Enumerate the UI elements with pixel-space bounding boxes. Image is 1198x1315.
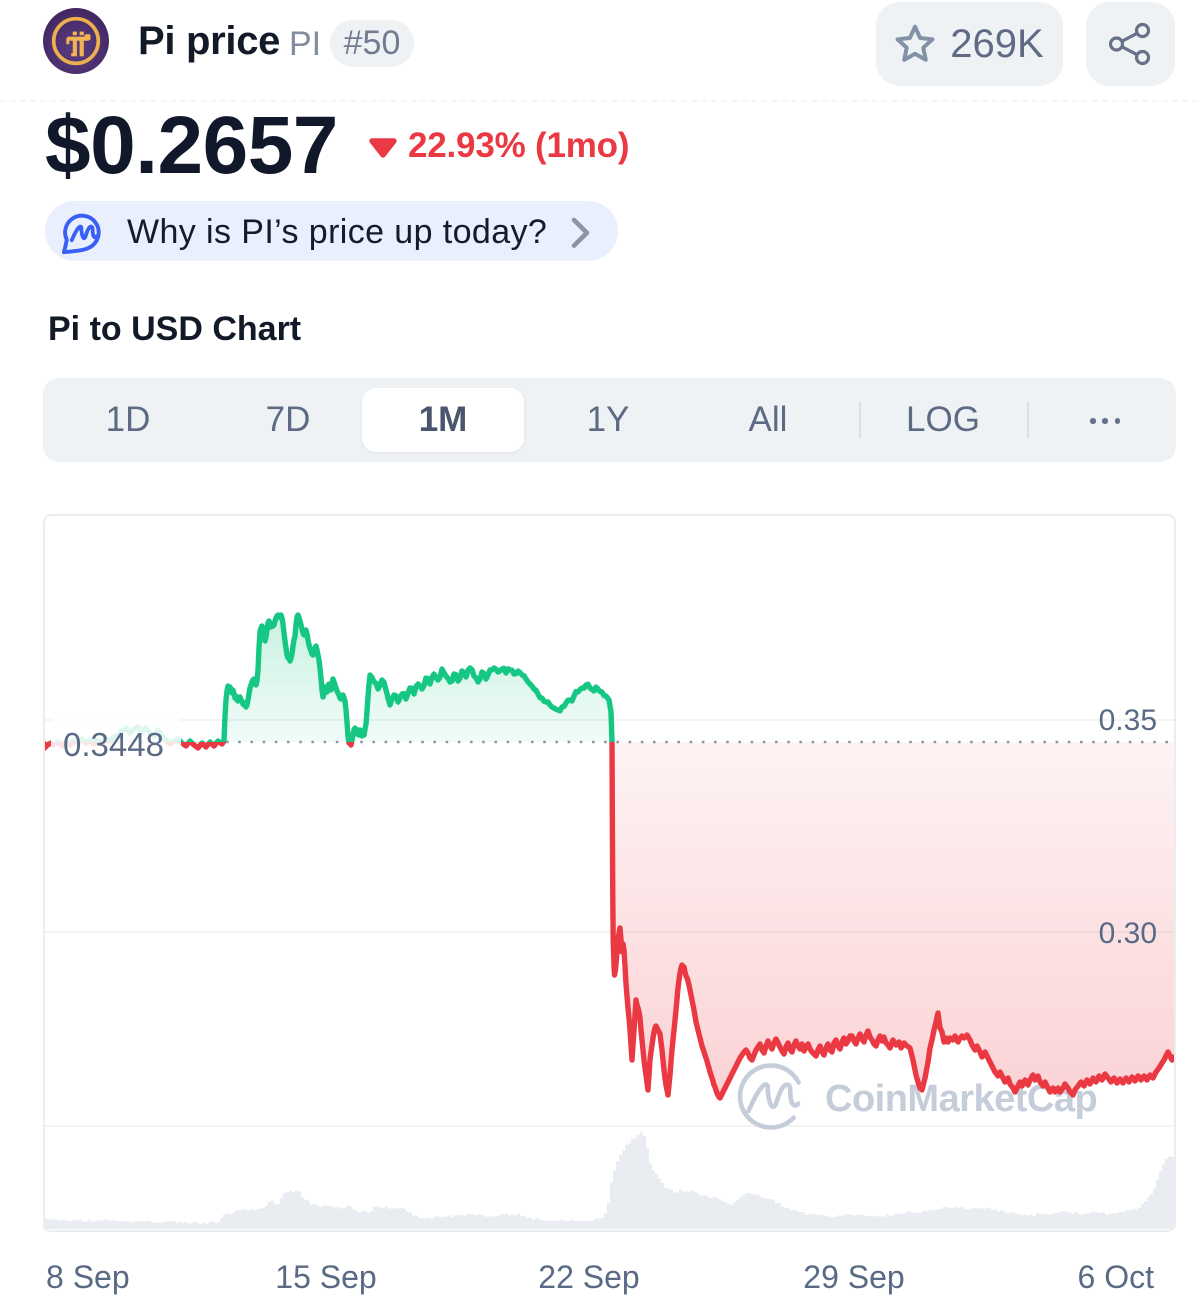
svg-text:0.3448: 0.3448: [63, 726, 164, 763]
svg-text:CoinMarketCap: CoinMarketCap: [825, 1078, 1097, 1120]
svg-text:0.30: 0.30: [1099, 917, 1157, 950]
svg-text:0.35: 0.35: [1099, 704, 1157, 737]
